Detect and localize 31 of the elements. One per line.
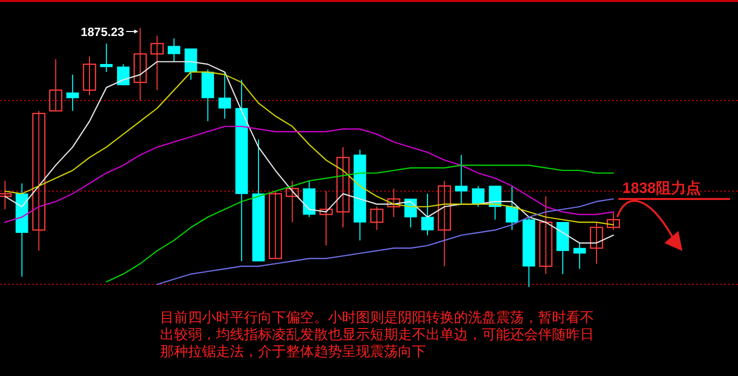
- candlestick: [438, 180, 451, 267]
- candlestick: [150, 35, 164, 91]
- candlestick: [286, 180, 299, 223]
- candlestick: [539, 196, 552, 275]
- candlestick: [336, 146, 350, 228]
- candlestick: [268, 190, 282, 260]
- candlestick: [370, 206, 384, 231]
- candlestick: [117, 64, 130, 86]
- candlestick: [218, 72, 231, 120]
- candlestick: [100, 43, 113, 73]
- candlestick: [506, 185, 518, 231]
- candlestick: [455, 154, 468, 205]
- candlestick: [573, 242, 586, 270]
- candlestick: [488, 185, 502, 220]
- candlestick: [387, 188, 400, 218]
- candlestick: [82, 56, 96, 96]
- candlestick: [134, 28, 147, 102]
- annotation: 1875.23: [80, 25, 125, 39]
- candlestick: [184, 48, 198, 80]
- candlestick: [32, 110, 46, 252]
- candlestick: [606, 211, 620, 231]
- candlestick: [421, 193, 434, 236]
- text: 目前四小时平行向下偏空。小时图则是阴阳转换的洗盘震荡，暂时看不出较弱，均线指标凌乱发散也显示短期走不出单边，可能还会伴随昨日那种拉锯走法，介于整体趋势呈现震荡向下: [160, 310, 594, 360]
- candlestick: [472, 185, 484, 208]
- candlestick: [49, 58, 62, 112]
- candlestick: [168, 38, 180, 62]
- ref-line-label: 1838阻力点: [622, 180, 701, 197]
- candlestick: [320, 190, 333, 246]
- candlestick: [590, 222, 604, 264]
- candlestick: [66, 74, 79, 112]
- candlestick: [0, 180, 12, 210]
